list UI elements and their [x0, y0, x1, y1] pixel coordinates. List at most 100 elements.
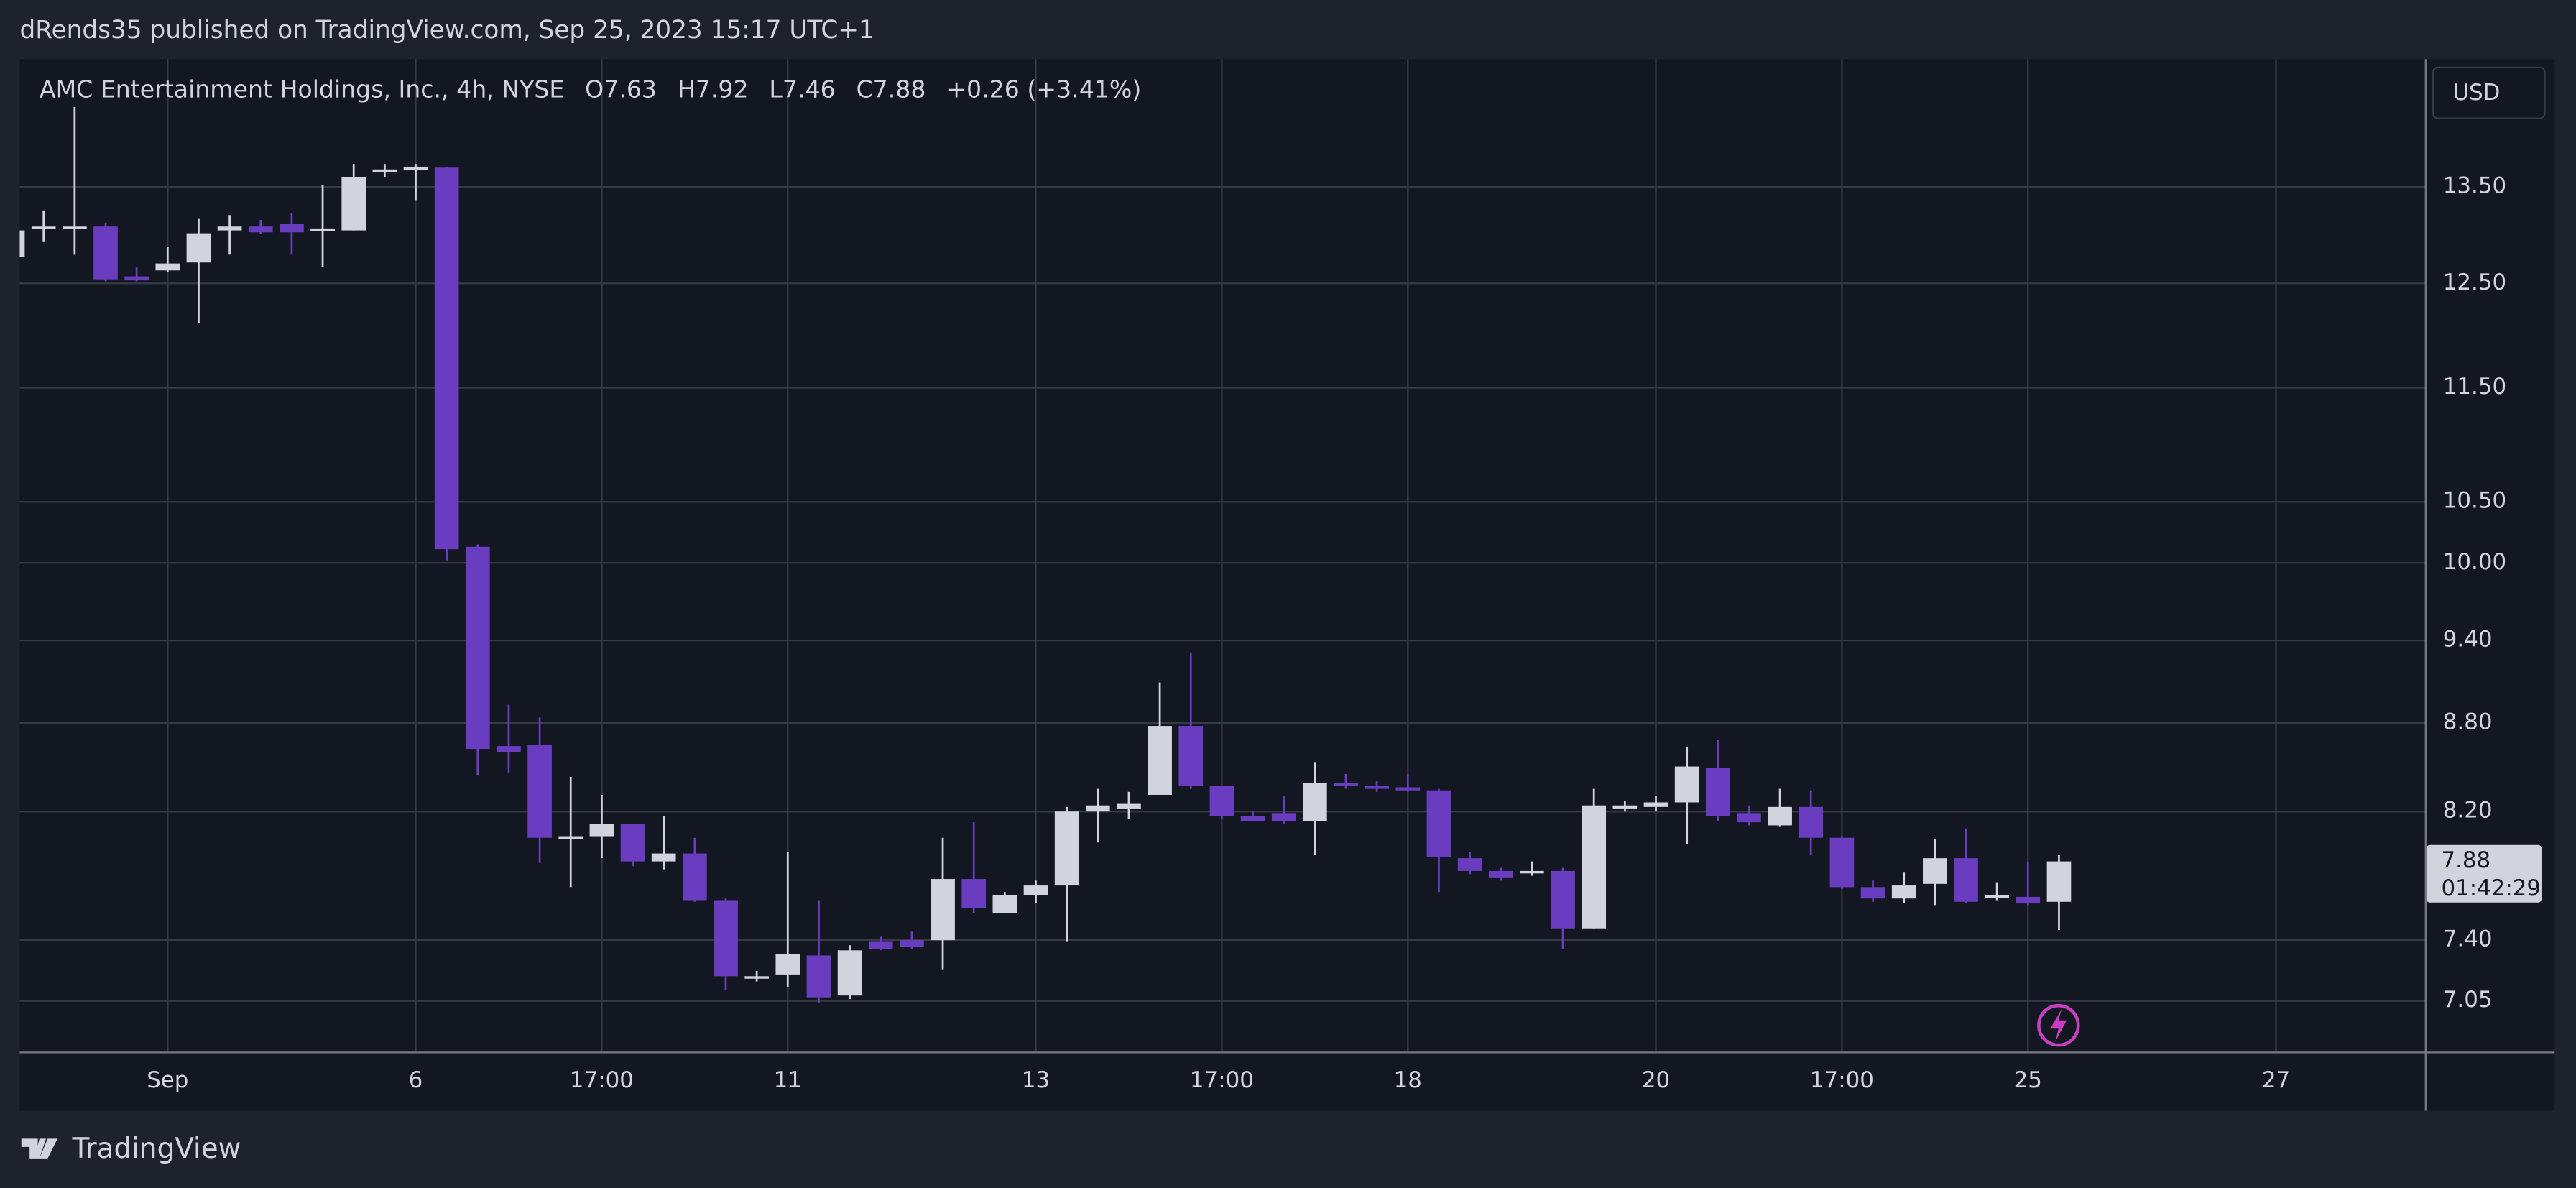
- candle-body: [434, 167, 459, 550]
- price-tag-box: [2426, 844, 2542, 903]
- legend-close: C7.88: [857, 75, 926, 103]
- candle-body: [1612, 805, 1638, 809]
- candle-body: [1054, 811, 1079, 886]
- candle-body: [1829, 837, 1855, 888]
- candle-body: [1891, 885, 1916, 899]
- candle-body: [124, 276, 149, 281]
- candle-body: [620, 824, 645, 862]
- legend-open: O7.63: [585, 75, 657, 103]
- candle-body: [465, 546, 490, 750]
- legend-high: H7.92: [678, 75, 749, 103]
- candle-body: [651, 853, 676, 862]
- candle-body: [931, 879, 955, 941]
- candle-body: [19, 230, 25, 257]
- y-tick-label: 10.50: [2443, 488, 2506, 514]
- candle-body: [403, 166, 428, 171]
- y-tick-label: 9.40: [2443, 627, 2493, 653]
- candle-body: [744, 976, 769, 979]
- logo-mark: [21, 1138, 58, 1159]
- candle-body: [527, 745, 552, 838]
- candle-body: [1240, 816, 1265, 821]
- y-tick-label: 8.20: [2443, 798, 2493, 824]
- chart-title: AMC Entertainment Holdings, Inc., 4h, NY…: [40, 75, 1141, 103]
- candle-body: [775, 954, 800, 975]
- candle-body: [186, 233, 211, 263]
- candle-body: [341, 176, 366, 231]
- x-tick-label: 20: [1642, 1067, 1670, 1093]
- candle-body: [2016, 896, 2041, 904]
- candle-body: [1551, 870, 1575, 929]
- candle-body: [1148, 726, 1172, 795]
- candle-body: [1488, 870, 1513, 878]
- candle-body: [1674, 766, 1699, 803]
- y-tick-label: 11.50: [2443, 374, 2506, 400]
- candle-body: [217, 226, 242, 231]
- x-tick-label: 13: [1022, 1067, 1050, 1093]
- logo: TradingView: [21, 1133, 241, 1165]
- candle-body: [1799, 806, 1824, 838]
- publisher: dRends35 published on TradingView.com, S…: [19, 16, 874, 45]
- candle-body: [1395, 787, 1421, 791]
- candle-body: [1582, 805, 1607, 929]
- symbol-title: AMC Entertainment Holdings, Inc., 4h, NY…: [40, 75, 564, 103]
- y-tick-label: 13.50: [2443, 173, 2506, 199]
- y-tick-label: 12.50: [2443, 270, 2506, 295]
- x-tick-label: Sep: [147, 1067, 188, 1093]
- candle-body: [558, 836, 583, 839]
- x-tick-label: 27: [2262, 1067, 2290, 1093]
- candle-body: [1520, 870, 1544, 874]
- candle-body: [589, 824, 614, 837]
- candle-body: [992, 895, 1017, 913]
- y-tick-label: 10.00: [2443, 549, 2506, 575]
- candle-body: [1457, 858, 1482, 871]
- candle-body: [714, 900, 738, 977]
- candle-body: [1303, 783, 1327, 821]
- candle-body: [1923, 858, 1947, 884]
- legend-change: +0.26 (+3.41%): [946, 75, 1141, 103]
- x-tick-label: 17:00: [570, 1067, 634, 1093]
- candle-body: [63, 226, 87, 229]
- candle-body: [961, 879, 987, 908]
- candle-body: [1768, 806, 1792, 826]
- y-tick-label: 7.05: [2443, 987, 2493, 1013]
- x-tick-label: 17:00: [1810, 1067, 1874, 1093]
- y-tick-label: 7.40: [2443, 926, 2493, 952]
- x-tick-label: 6: [409, 1067, 423, 1093]
- alert-icon[interactable]: [2037, 1003, 2080, 1047]
- candle-body: [806, 955, 831, 998]
- legend-low: L7.46: [769, 75, 835, 103]
- currency-button[interactable]: [2432, 66, 2546, 119]
- chart-pane: [19, 59, 2555, 1111]
- logo-text: TradingView: [72, 1133, 241, 1165]
- candle-body: [248, 226, 273, 233]
- candle-body: [1365, 786, 1389, 789]
- candle-body: [1705, 768, 1730, 816]
- candle-body: [372, 169, 397, 172]
- candle-body: [155, 263, 180, 271]
- currency[interactable]: USD: [2452, 80, 2500, 106]
- candle-body: [1643, 802, 1668, 807]
- candles: [19, 106, 2072, 1003]
- x-tick-label: 17:00: [1190, 1067, 1254, 1093]
- candle-body: [497, 746, 521, 752]
- candle-body: [683, 853, 707, 901]
- x-tick-label: 25: [2014, 1067, 2042, 1093]
- candle-body: [1023, 885, 1048, 895]
- candle-body: [1271, 813, 1296, 821]
- candle-body: [1085, 805, 1110, 812]
- candle-body: [1209, 786, 1234, 816]
- candle-body: [1954, 858, 1978, 902]
- candle-body: [1178, 726, 1204, 786]
- candle-body: [1117, 803, 1141, 809]
- candle-body: [868, 941, 893, 949]
- candle-body: [31, 226, 56, 229]
- bar-countdown: 01:42:29: [2441, 875, 2541, 901]
- y-tick-label: 8.80: [2443, 709, 2493, 735]
- candle-body: [280, 224, 304, 233]
- candle-body: [1334, 783, 1358, 786]
- candle-body: [900, 940, 924, 947]
- candle-body: [1426, 790, 1451, 857]
